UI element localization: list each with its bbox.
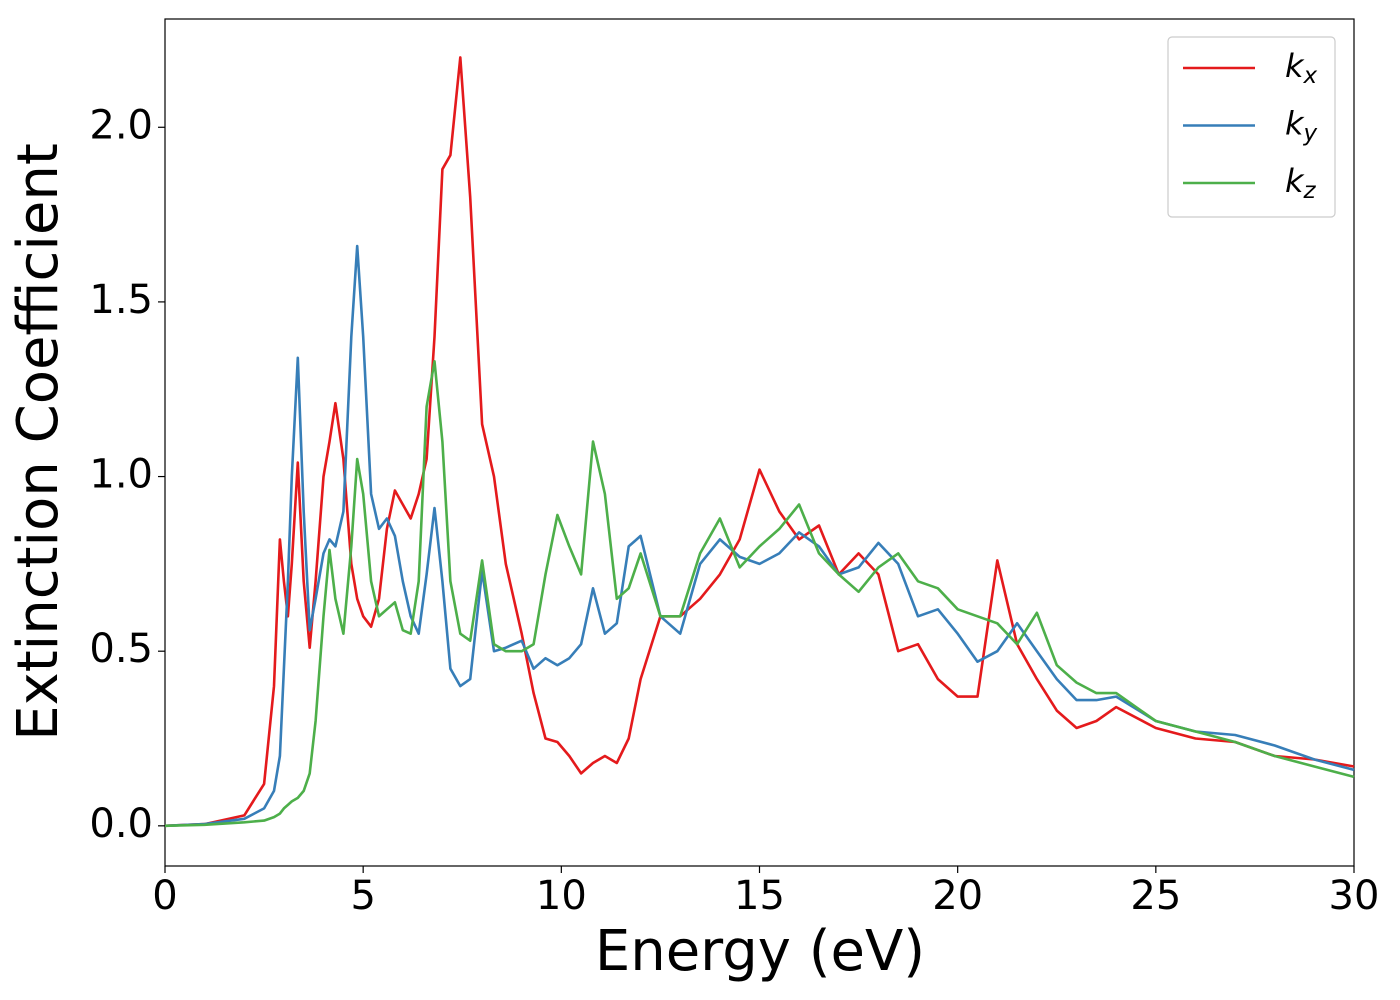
x-tick-label: 0 (152, 873, 177, 919)
y-tick-label: 0.0 (89, 801, 153, 847)
line-series (164, 360, 1355, 828)
legend-label: kx (1285, 47, 1318, 89)
x-tick-label: 20 (932, 873, 983, 919)
x-tick-label: 10 (536, 873, 587, 919)
legend-label: kz (1285, 162, 1317, 204)
y-tick-label: 1.0 (89, 452, 153, 498)
line-series (164, 244, 1355, 828)
y-tick-label: 1.5 (89, 277, 153, 323)
x-tick-label: 5 (350, 873, 375, 919)
y-tick-label: 0.5 (89, 626, 153, 672)
x-tick-label: 15 (734, 873, 785, 919)
legend-box (1167, 36, 1336, 218)
line-series (164, 56, 1355, 828)
x-tick-label: 25 (1130, 873, 1181, 919)
y-tick-label: 2.0 (89, 102, 153, 148)
legend-label: ky (1285, 105, 1318, 147)
x-axis-label: Energy (eV) (595, 919, 925, 984)
y-axis-label: Extinction Coefficient (6, 143, 71, 741)
x-tick-label: 30 (1329, 873, 1380, 919)
